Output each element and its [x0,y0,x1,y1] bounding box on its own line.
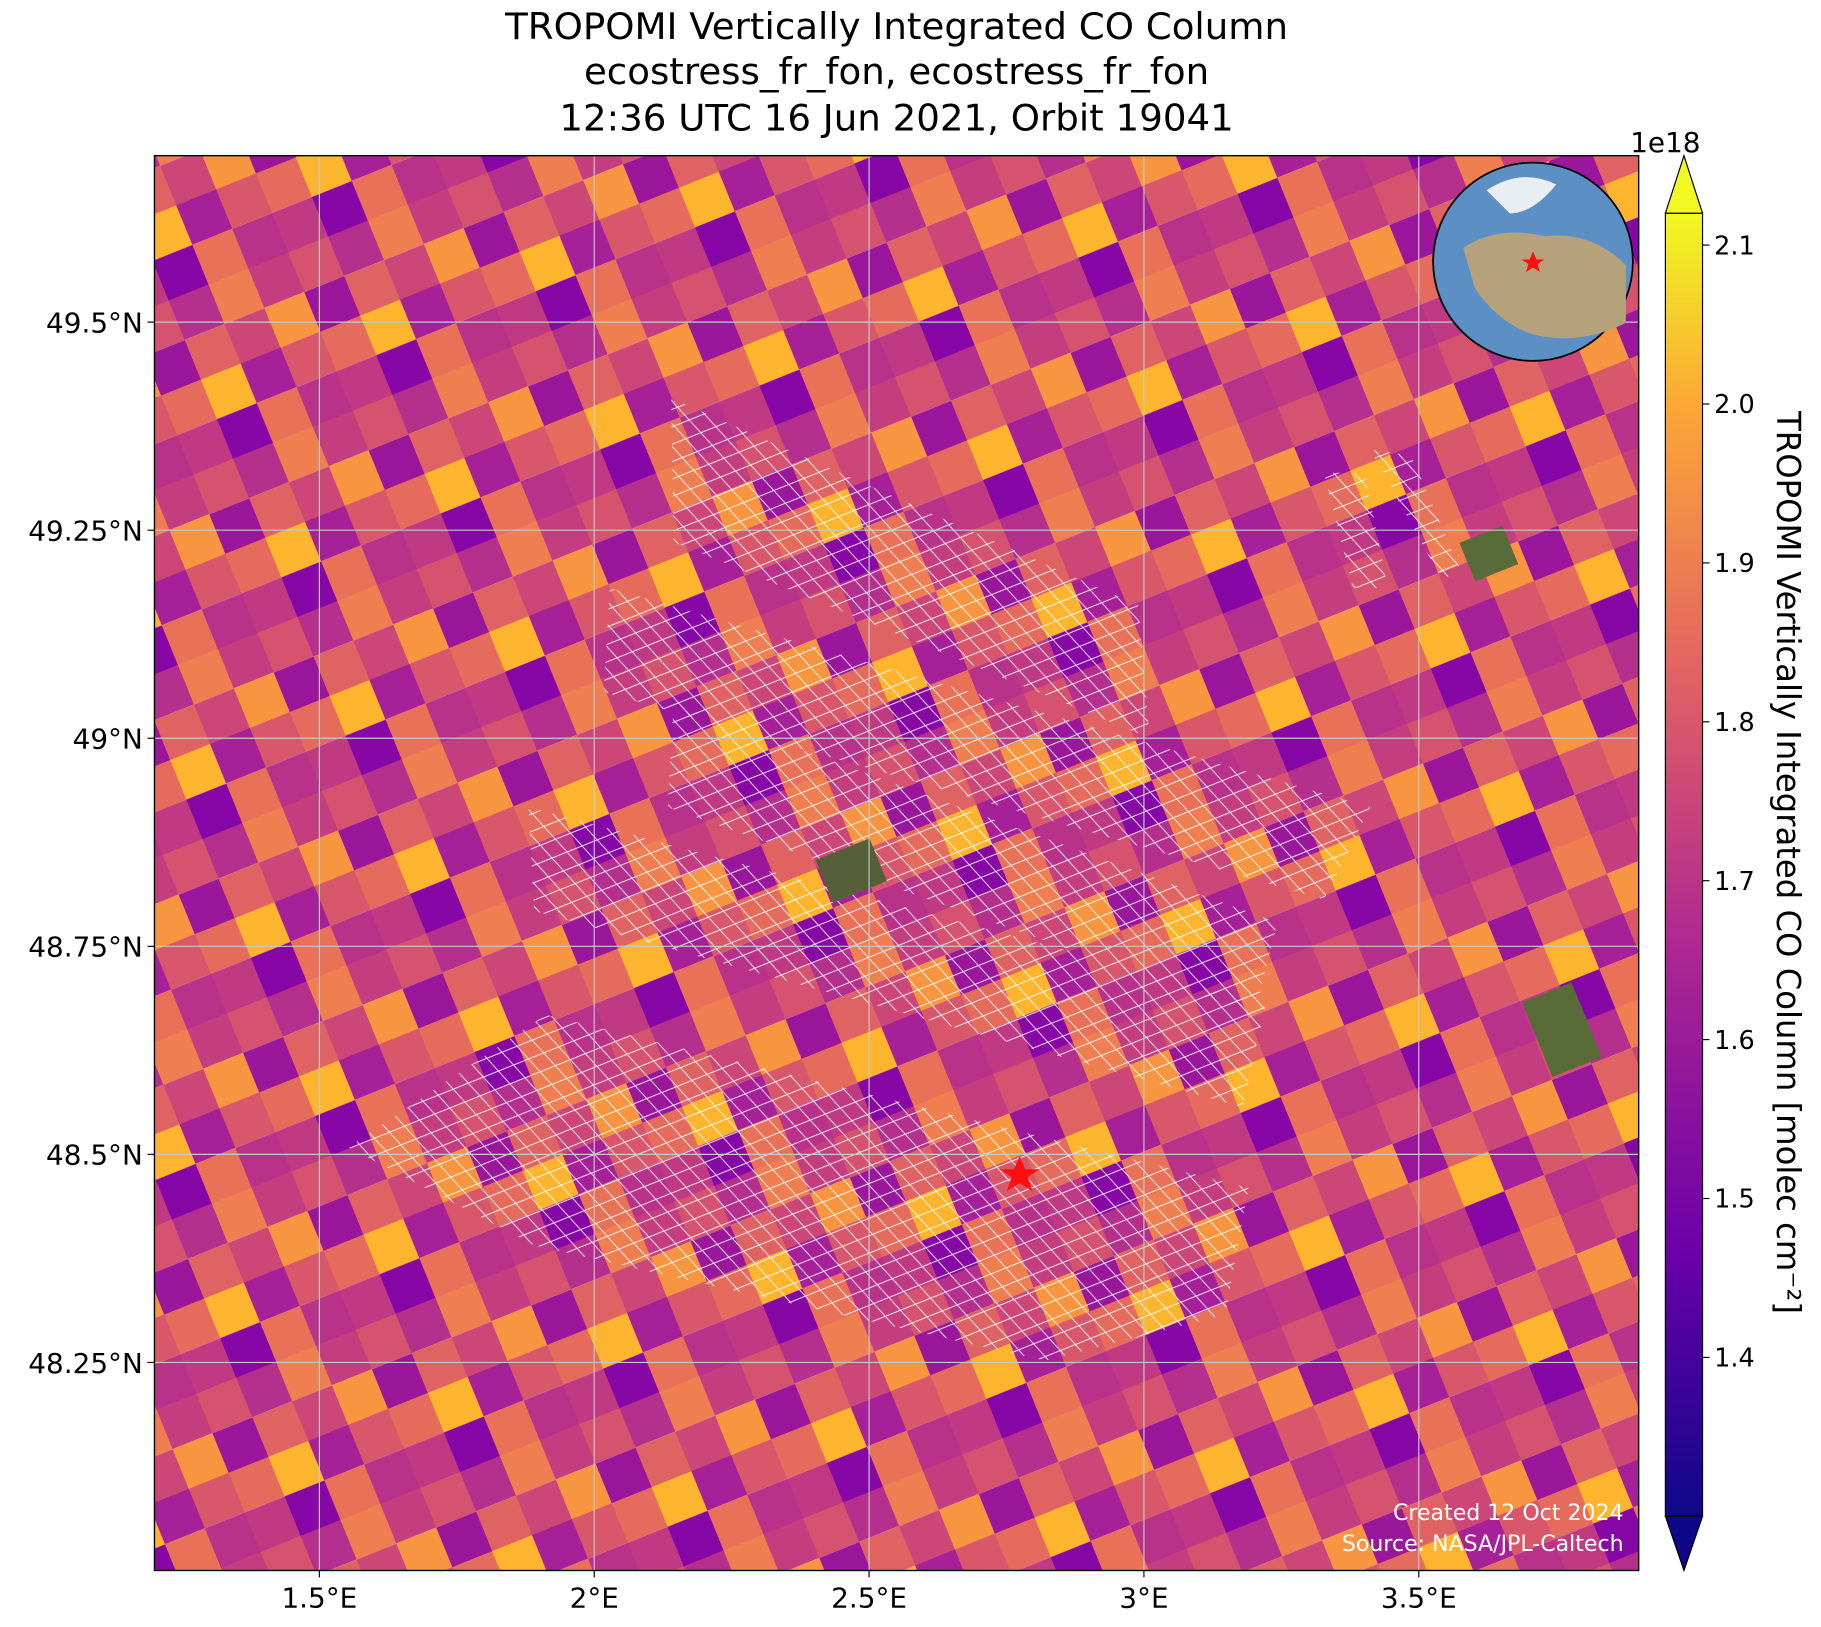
map-area: Created 12 Oct 2024 Source: NASA/JPL-Cal… [154,155,1639,1571]
title-line: ecostress_fr_fon, ecostress_fr_fon [584,50,1209,93]
y-tick-label: 48.25°N [28,1347,143,1380]
x-tick-label: 2.5°E [831,1581,907,1614]
map-frame [153,154,1640,1572]
site-marker [999,1156,1040,1192]
colorbar-tick-label: 2.1 [1714,231,1755,261]
colorbar-label: TROPOMI Vertically Integrated CO Column … [1769,410,1807,1314]
land-patch [1459,525,1519,582]
colorbar-tick-label: 1.9 [1714,549,1755,579]
x-tick-label: 3.5°E [1381,1581,1457,1614]
y-tick-label: 49.25°N [28,515,143,548]
y-tick-label: 48.5°N [46,1139,143,1172]
land-patch [1522,982,1603,1078]
x-tick-label: 2°E [570,1581,619,1614]
y-tick-label: 49.5°N [46,307,143,340]
ecostress-footprints [348,397,1464,1361]
y-tick-label: 48.75°N [28,931,143,964]
colorbar: 1e18 TROPOMI Vertically Integrated CO Co… [1630,126,1807,1573]
colorbar-tick-label: 1.8 [1714,708,1755,738]
x-tick-label: 3°E [1119,1581,1168,1614]
colorbar-tick-label: 1.7 [1714,867,1755,897]
colorbar-offset: 1e18 [1630,126,1700,159]
title-line: 12:36 UTC 16 Jun 2021, Orbit 19041 [559,96,1233,139]
y-tick-label: 49°N [73,723,143,756]
credit-created: Created 12 Oct 2024 [1393,1501,1624,1526]
title-line: TROPOMI Vertically Integrated CO Column [504,5,1288,48]
x-tick-label: 1.5°E [281,1581,357,1614]
grid [154,155,1639,1571]
credit-source: Source: NASA/JPL-Caltech [1342,1532,1624,1557]
globe-inset [1432,161,1634,362]
colorbar-tick-label: 1.4 [1714,1344,1755,1374]
colorbar-tick-label: 2.0 [1714,390,1755,420]
colorbar-tick-label: 1.5 [1714,1185,1755,1215]
colorbar-tick-label: 1.6 [1714,1026,1755,1056]
